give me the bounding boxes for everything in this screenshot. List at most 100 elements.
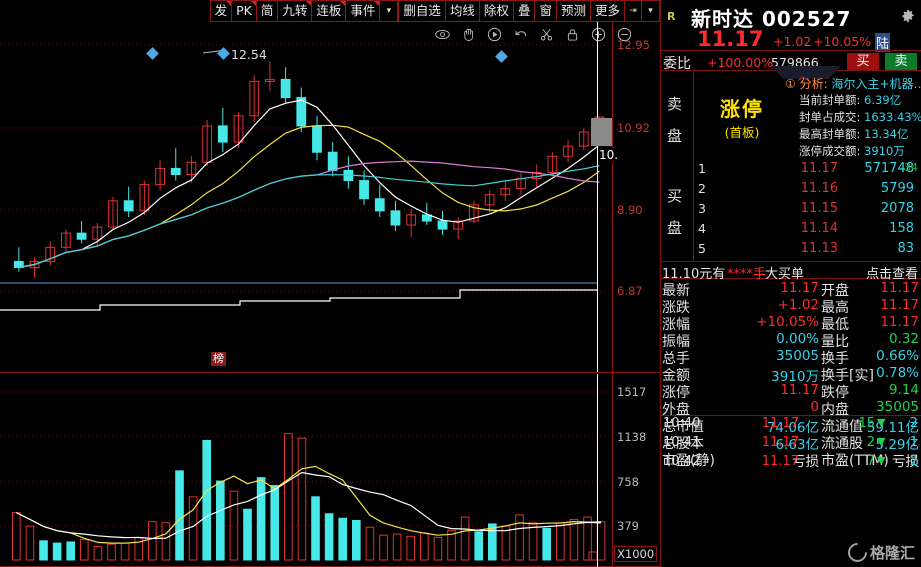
- stat-key-4-b: 换手: [821, 351, 849, 367]
- last-price: 11.17: [697, 27, 764, 51]
- stat-row: 总市值 74.06亿 流通值 59.11亿: [661, 416, 921, 436]
- tick-price-0: 11.17: [761, 416, 799, 431]
- limit-up-sub: (首板): [724, 125, 760, 140]
- stat-value-6-a: 11.17: [780, 382, 819, 398]
- tick-row[interactable]: 10:40 11.17 15 ▼ 2: [661, 416, 921, 435]
- book-delta-0: -34: [900, 161, 918, 174]
- limit-stat-value-1: 1633.43%: [860, 110, 921, 124]
- toolbar-btn-0[interactable]: 删自选: [399, 1, 446, 21]
- tick-time-2: 10:42: [663, 454, 701, 469]
- book-price-1: 11.16: [800, 181, 838, 196]
- toolbar-btn-4[interactable]: 窗: [535, 1, 557, 21]
- toolbar-btn-4[interactable]: 连板: [312, 1, 347, 21]
- price-tick-3: 6.87: [617, 284, 643, 298]
- stat-key-3-a: 振幅: [662, 334, 690, 350]
- candlestick-svg: [0, 44, 612, 311]
- toolbar-group-2: 删自选 均线 除权叠窗预测 更多 ⇥ ▾: [398, 0, 660, 22]
- limit-stat-key-1: 封单占成交:: [799, 110, 861, 124]
- big-order-banner[interactable]: 11.10元有 ****手 大买单 点击查看: [661, 261, 921, 282]
- tick-list[interactable]: 10:40 11.17 15 ▼ 2 10:41 11.17 2 ▼ 1 10:42 11.17 7 ▼ 2: [661, 415, 921, 473]
- toolbar-btn-5[interactable]: 事件: [346, 1, 381, 21]
- lock-icon[interactable]: [565, 27, 580, 42]
- collapse-caret-icon[interactable]: ︿: [797, 69, 810, 83]
- toolbar-btn-2[interactable]: 简: [257, 1, 279, 21]
- sell-order-book: ︿ 卖 盘 涨停 (首板) ① 分析: 海尔入主+机器… 当前封单额: 6.39…: [661, 66, 921, 161]
- scissors-icon[interactable]: [539, 27, 554, 42]
- cursor-price-value: 10.: [598, 148, 620, 162]
- order-book-row[interactable]: 3 11.15 2078: [694, 201, 921, 221]
- toolbar-btn-1[interactable]: PK: [232, 1, 257, 21]
- book-qty-2: 2078: [880, 201, 914, 216]
- analysis-row[interactable]: ① 分析: 海尔入主+机器…: [785, 75, 921, 92]
- order-book-row[interactable]: 1 11.17 571748 -34: [694, 161, 921, 181]
- toolbar-btn-5[interactable]: 预测: [557, 1, 591, 21]
- northbound-badge: 陆: [875, 33, 891, 52]
- tick-price-2: 11.17: [761, 454, 799, 469]
- buy-char-2: 盘: [667, 219, 683, 237]
- weibi-label: 委比: [663, 56, 691, 72]
- order-book-row[interactable]: 2 11.16 5799: [694, 181, 921, 201]
- book-index-4: 5: [698, 241, 706, 256]
- quote-panel: R 新时达 002527 11.17 +1.02 +10.05% 陆 委比 +1…: [660, 0, 921, 567]
- gear-icon[interactable]: [901, 8, 915, 23]
- eye-icon[interactable]: [435, 27, 450, 42]
- volume-tick-3: 379: [617, 519, 639, 533]
- limit-stat-2: 最高封单额: 13.34亿: [799, 126, 908, 142]
- zoom-in-icon[interactable]: [591, 27, 606, 42]
- order-book-row[interactable]: 5 11.13 83: [694, 241, 921, 261]
- stat-key-9-a: 总股本: [662, 436, 704, 452]
- stat-value-8-a: 74.06亿: [766, 420, 819, 436]
- order-book-row[interactable]: 4 11.14 158: [694, 221, 921, 241]
- book-index-3: 4: [698, 221, 706, 236]
- sell-char-1: 卖: [667, 95, 683, 113]
- toolbar-btn-6[interactable]: 更多: [591, 1, 625, 21]
- sell-button[interactable]: 卖: [885, 53, 917, 70]
- toolbar-btn-0[interactable]: 发: [211, 1, 233, 21]
- toolbar-btn-2[interactable]: 除权: [480, 1, 514, 21]
- limit-up-badge: 涨停 (首板): [703, 93, 781, 141]
- limit-stat-0: 当前封单额: 6.39亿: [799, 92, 901, 108]
- tick-count-1: 1: [909, 435, 918, 450]
- book-qty-3: 158: [889, 221, 914, 236]
- r-badge: R: [667, 10, 676, 23]
- volume-tick-1: 1138: [617, 430, 647, 444]
- tick-volume-1: 2: [866, 435, 875, 450]
- volume-chart-pane[interactable]: [0, 374, 660, 567]
- big-order-action[interactable]: 点击查看: [865, 267, 918, 282]
- stat-value-10-b: 亏损: [892, 454, 919, 470]
- volume-svg: [0, 391, 612, 561]
- toolbar-btn-7[interactable]: ⇥: [625, 1, 642, 21]
- buy-button[interactable]: 买: [847, 53, 879, 70]
- pane-divider: [0, 372, 660, 373]
- toolbar-btn-6[interactable]: ▾: [386, 5, 392, 16]
- stat-value-7-a: 0: [810, 399, 819, 415]
- stat-row: 总股本 6.63亿 流通股 5.29亿: [661, 433, 921, 453]
- undo-icon[interactable]: [513, 27, 528, 42]
- chart-tool-icons: [435, 24, 632, 44]
- stock-name-code: 新时达 002527: [691, 7, 852, 31]
- limit-stat-value-3: 3910万: [860, 144, 905, 158]
- toolbar-btn-8[interactable]: ▾: [648, 5, 653, 16]
- buy-order-book: 买 盘 1 11.17 571748 -34 2 11.16 5799 3 11.15 2078 4…: [661, 161, 921, 261]
- tick-row[interactable]: 10:41 11.17 2 ▼ 1: [661, 435, 921, 454]
- change-percent: +10.05%: [813, 34, 872, 49]
- stat-row: 涨幅 +10.05% 最低 11.17: [661, 314, 921, 333]
- book-index-2: 3: [698, 201, 706, 216]
- tick-count-0: 2: [909, 416, 918, 431]
- stat-value-3-b: 0.32: [888, 331, 919, 347]
- book-price-2: 11.15: [800, 201, 838, 216]
- zoom-out-icon[interactable]: [617, 27, 632, 42]
- hand-icon[interactable]: [461, 27, 476, 42]
- price-chart-pane[interactable]: [0, 22, 660, 372]
- toolbar-btn-1[interactable]: 均线: [446, 1, 480, 21]
- toolbar-btn-3[interactable]: 九转: [278, 1, 313, 21]
- play-icon[interactable]: [487, 27, 502, 42]
- collapse-caret-bg[interactable]: [771, 66, 841, 79]
- stat-key-0-a: 最新: [662, 283, 690, 299]
- toolbar-btn-3[interactable]: 叠: [514, 1, 536, 21]
- stat-key-1-a: 涨跌: [662, 300, 690, 316]
- chart-area: 发 PK 简九转 连板 事件 ▾ 删自选 均线 除权叠窗预测 更多 ⇥ ▾ 12.95 10.92 8.: [0, 0, 660, 567]
- tick-row[interactable]: 10:42 11.17 7 ▼ 2: [661, 454, 921, 473]
- volume-tick-0: 1517: [617, 385, 647, 399]
